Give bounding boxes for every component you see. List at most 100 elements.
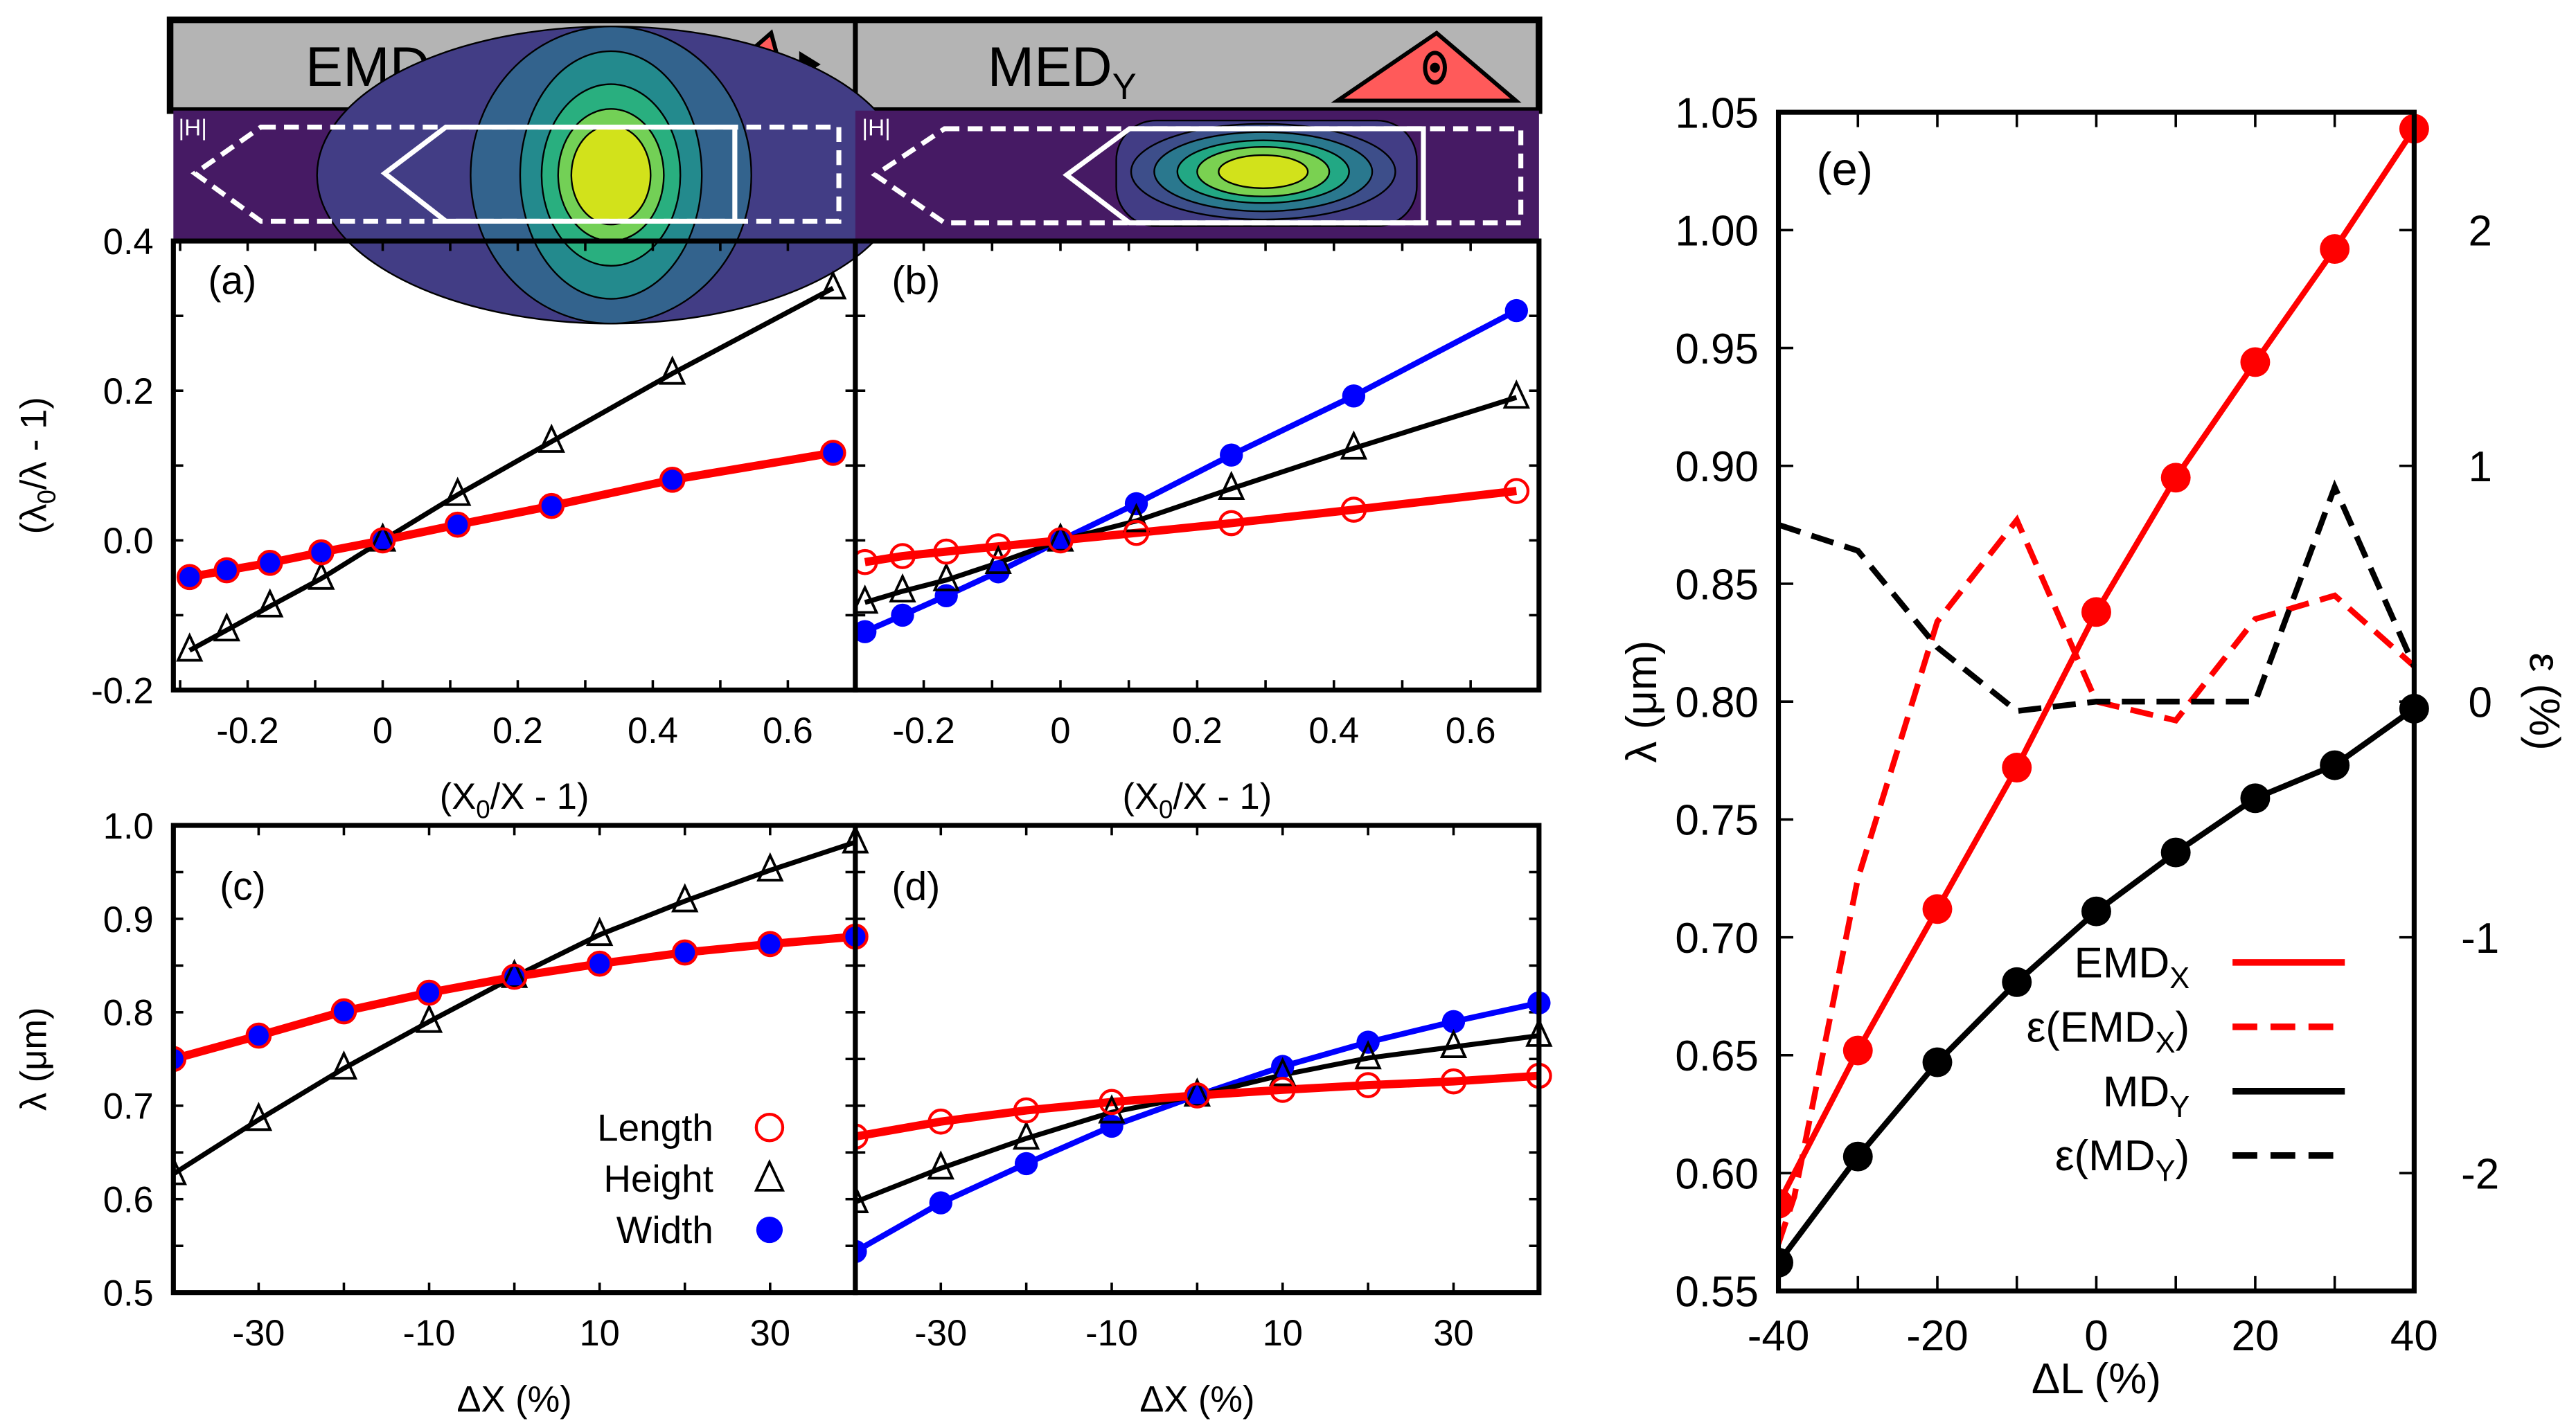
- data-point-width: [1441, 1010, 1466, 1034]
- data-point-height: [1269, 1057, 1297, 1086]
- data-point-length: [1503, 478, 1530, 504]
- series-group: [855, 298, 1530, 643]
- data-point-width: [1100, 1114, 1123, 1138]
- data-point-height: [1183, 1077, 1211, 1107]
- y-axis-label-sub: 0: [33, 490, 61, 503]
- legend-label: MDY: [2103, 1068, 2189, 1123]
- legend-label: Height: [603, 1157, 713, 1200]
- y-axis-label: (λ0/λ - 1): [15, 397, 61, 534]
- data-point-height: [444, 476, 472, 506]
- x-axis-label-sub: 0: [476, 795, 490, 823]
- legend-label-sub: Y: [2156, 1155, 2176, 1188]
- data-point-length: [855, 548, 878, 575]
- data-point-height: [330, 1050, 358, 1080]
- x-tick-label: -0.2: [216, 711, 278, 751]
- data-point-height: [1439, 1028, 1468, 1058]
- y-tick-label: 0.55: [1675, 1269, 1759, 1316]
- data-point-height: [308, 560, 335, 590]
- plot-frame: [853, 238, 1542, 693]
- data-point-width: [855, 1239, 867, 1263]
- data-point-length: [819, 440, 846, 466]
- y-tick-label: 0.80: [1675, 679, 1759, 727]
- y-tick-label: 0.6: [103, 1181, 154, 1221]
- field-magnitude-label: |H|: [862, 115, 890, 141]
- legend-label: Width: [616, 1208, 713, 1251]
- data-point-md-y: [1842, 1141, 1873, 1172]
- y-tick-label: 0.60: [1675, 1150, 1759, 1198]
- x-tick-label: 30: [750, 1314, 790, 1354]
- data-point-width: [371, 528, 395, 553]
- data-point-width: [446, 512, 470, 537]
- y-tick-label: 0.7: [103, 1087, 154, 1127]
- panel-a: -0.2 0 0.2 0.4 0.6-0.20.00.20.4(X0/X - 1)(λ0…: [15, 222, 858, 823]
- legend-label-main: EMD: [2074, 939, 2169, 987]
- x-axis-label-main: (X: [1123, 777, 1159, 817]
- data-point-length: [1355, 1072, 1381, 1098]
- data-point-width: [821, 441, 845, 465]
- panel-label: (c): [220, 864, 266, 909]
- data-point-width: [247, 1023, 271, 1048]
- data-point-height: [819, 270, 847, 300]
- y-axis-label: λ (μm): [1618, 641, 1666, 763]
- legend-label-sub: X: [2169, 962, 2189, 995]
- data-point-width: [1185, 1084, 1209, 1107]
- legend-marker-length: [754, 1113, 785, 1143]
- data-point-length: [985, 533, 1012, 560]
- plot-frame: [853, 823, 1542, 1296]
- field-map-med-y: |H|: [855, 110, 1539, 242]
- data-point-width: [1014, 1152, 1038, 1176]
- legend-label: Length: [597, 1106, 713, 1149]
- data-point-height: [1047, 522, 1074, 552]
- data-point-length: [1013, 1097, 1040, 1124]
- data-point-length: [671, 939, 698, 966]
- series-group: [176, 270, 847, 662]
- series-line-length: [173, 932, 856, 1064]
- data-point-length: [213, 557, 240, 584]
- data-point-height: [927, 1150, 954, 1180]
- panel-e: -40 -20 0 20 400.550.600.650.700.750.800.850…: [1618, 89, 2568, 1403]
- field-magnitude-label: |H|: [178, 115, 206, 141]
- series-line-width: [864, 307, 1518, 635]
- med-y-title: MEDY: [988, 36, 1137, 107]
- x-tick-label: 20: [2231, 1312, 2279, 1360]
- y-tick-label: 0.90: [1675, 443, 1759, 491]
- series-group: [855, 991, 1553, 1263]
- x-tick-label: 0: [373, 711, 393, 751]
- data-point-height: [256, 588, 284, 618]
- plot-frame: [1775, 109, 2417, 1294]
- x-tick-label: -10: [1085, 1314, 1138, 1354]
- data-point-md-y: [2081, 896, 2111, 927]
- x-axis-label: (X0/X - 1): [1123, 777, 1272, 823]
- panel-label: (a): [208, 258, 256, 303]
- legend-label: EMDX: [2074, 939, 2189, 994]
- data-point-emd-x: [2240, 347, 2271, 377]
- data-point-width: [1220, 443, 1243, 467]
- legend-label-main: MD: [2103, 1068, 2169, 1116]
- legend-label-sub: X: [2156, 1026, 2176, 1059]
- y-axis-label-main: (λ: [15, 504, 55, 535]
- y-tick-label: 0.0: [103, 521, 154, 562]
- x-axis-label-post: /X - 1): [1173, 777, 1272, 817]
- panel-d: -30 -10 10 30 ΔX (%) (d): [853, 823, 1553, 1420]
- data-point-emd-x: [2081, 597, 2111, 627]
- y2-tick-label: 2: [2468, 208, 2491, 256]
- x-axis-label: ΔX (%): [1139, 1379, 1254, 1420]
- series-line--emd-x-: [1778, 514, 2417, 1245]
- data-point-md-y: [2320, 750, 2350, 780]
- data-point-height: [173, 1156, 187, 1185]
- data-point-height: [245, 1102, 273, 1131]
- data-point-emd-x: [1778, 1188, 1793, 1219]
- x-tick-label: 0.4: [628, 711, 678, 751]
- y-axis-label: λ (μm): [15, 1008, 55, 1111]
- data-point-height: [1122, 503, 1151, 532]
- data-point-width: [332, 999, 356, 1023]
- y-tick-label: 1.0: [103, 807, 154, 847]
- data-point-emd-x: [1842, 1035, 1873, 1066]
- data-point-emd-x: [2002, 753, 2032, 782]
- x-tick-label: -40: [1748, 1312, 1810, 1360]
- series-group: [173, 824, 869, 1185]
- data-point-length: [1440, 1068, 1467, 1095]
- data-point-width: [929, 1191, 952, 1215]
- data-point-emd-x: [2160, 463, 2191, 493]
- data-point-width: [1342, 384, 1366, 408]
